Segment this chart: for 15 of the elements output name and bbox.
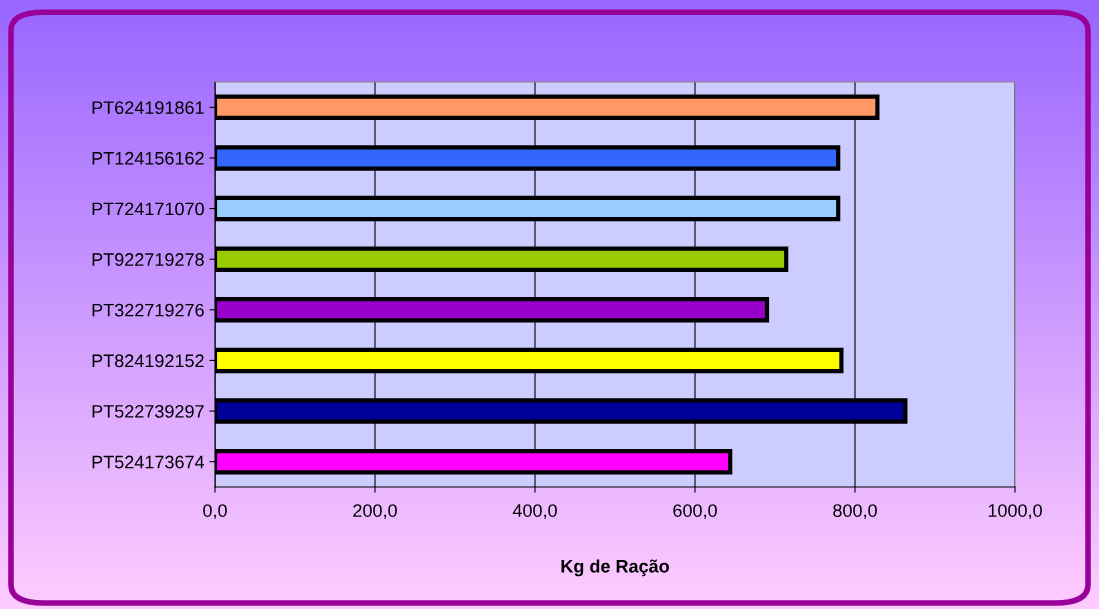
x-tick-label: 400,0 [512, 504, 557, 520]
y-tick-label: PT824192152 [92, 354, 204, 368]
x-tick-label: 600,0 [673, 504, 717, 520]
x-tick-label: 200,0 [353, 504, 397, 520]
x-tick-label: 0,0 [203, 504, 227, 520]
y-tick-label: PT624191861 [92, 101, 204, 115]
x-axis-title: Kg de Ração [561, 559, 669, 577]
x-tick-label: 800,0 [833, 504, 877, 520]
y-tick-label: PT322719276 [92, 303, 204, 317]
y-tick-label: PT922719278 [92, 253, 204, 266]
y-tick-label: PT124156162 [92, 151, 204, 165]
y-tick-label: PT522739297 [92, 405, 204, 418]
x-tick-label: 1000,0 [988, 504, 1042, 520]
y-tick-label: PT724171070 [92, 202, 204, 216]
y-tick-label: PT524173674 [92, 455, 205, 469]
